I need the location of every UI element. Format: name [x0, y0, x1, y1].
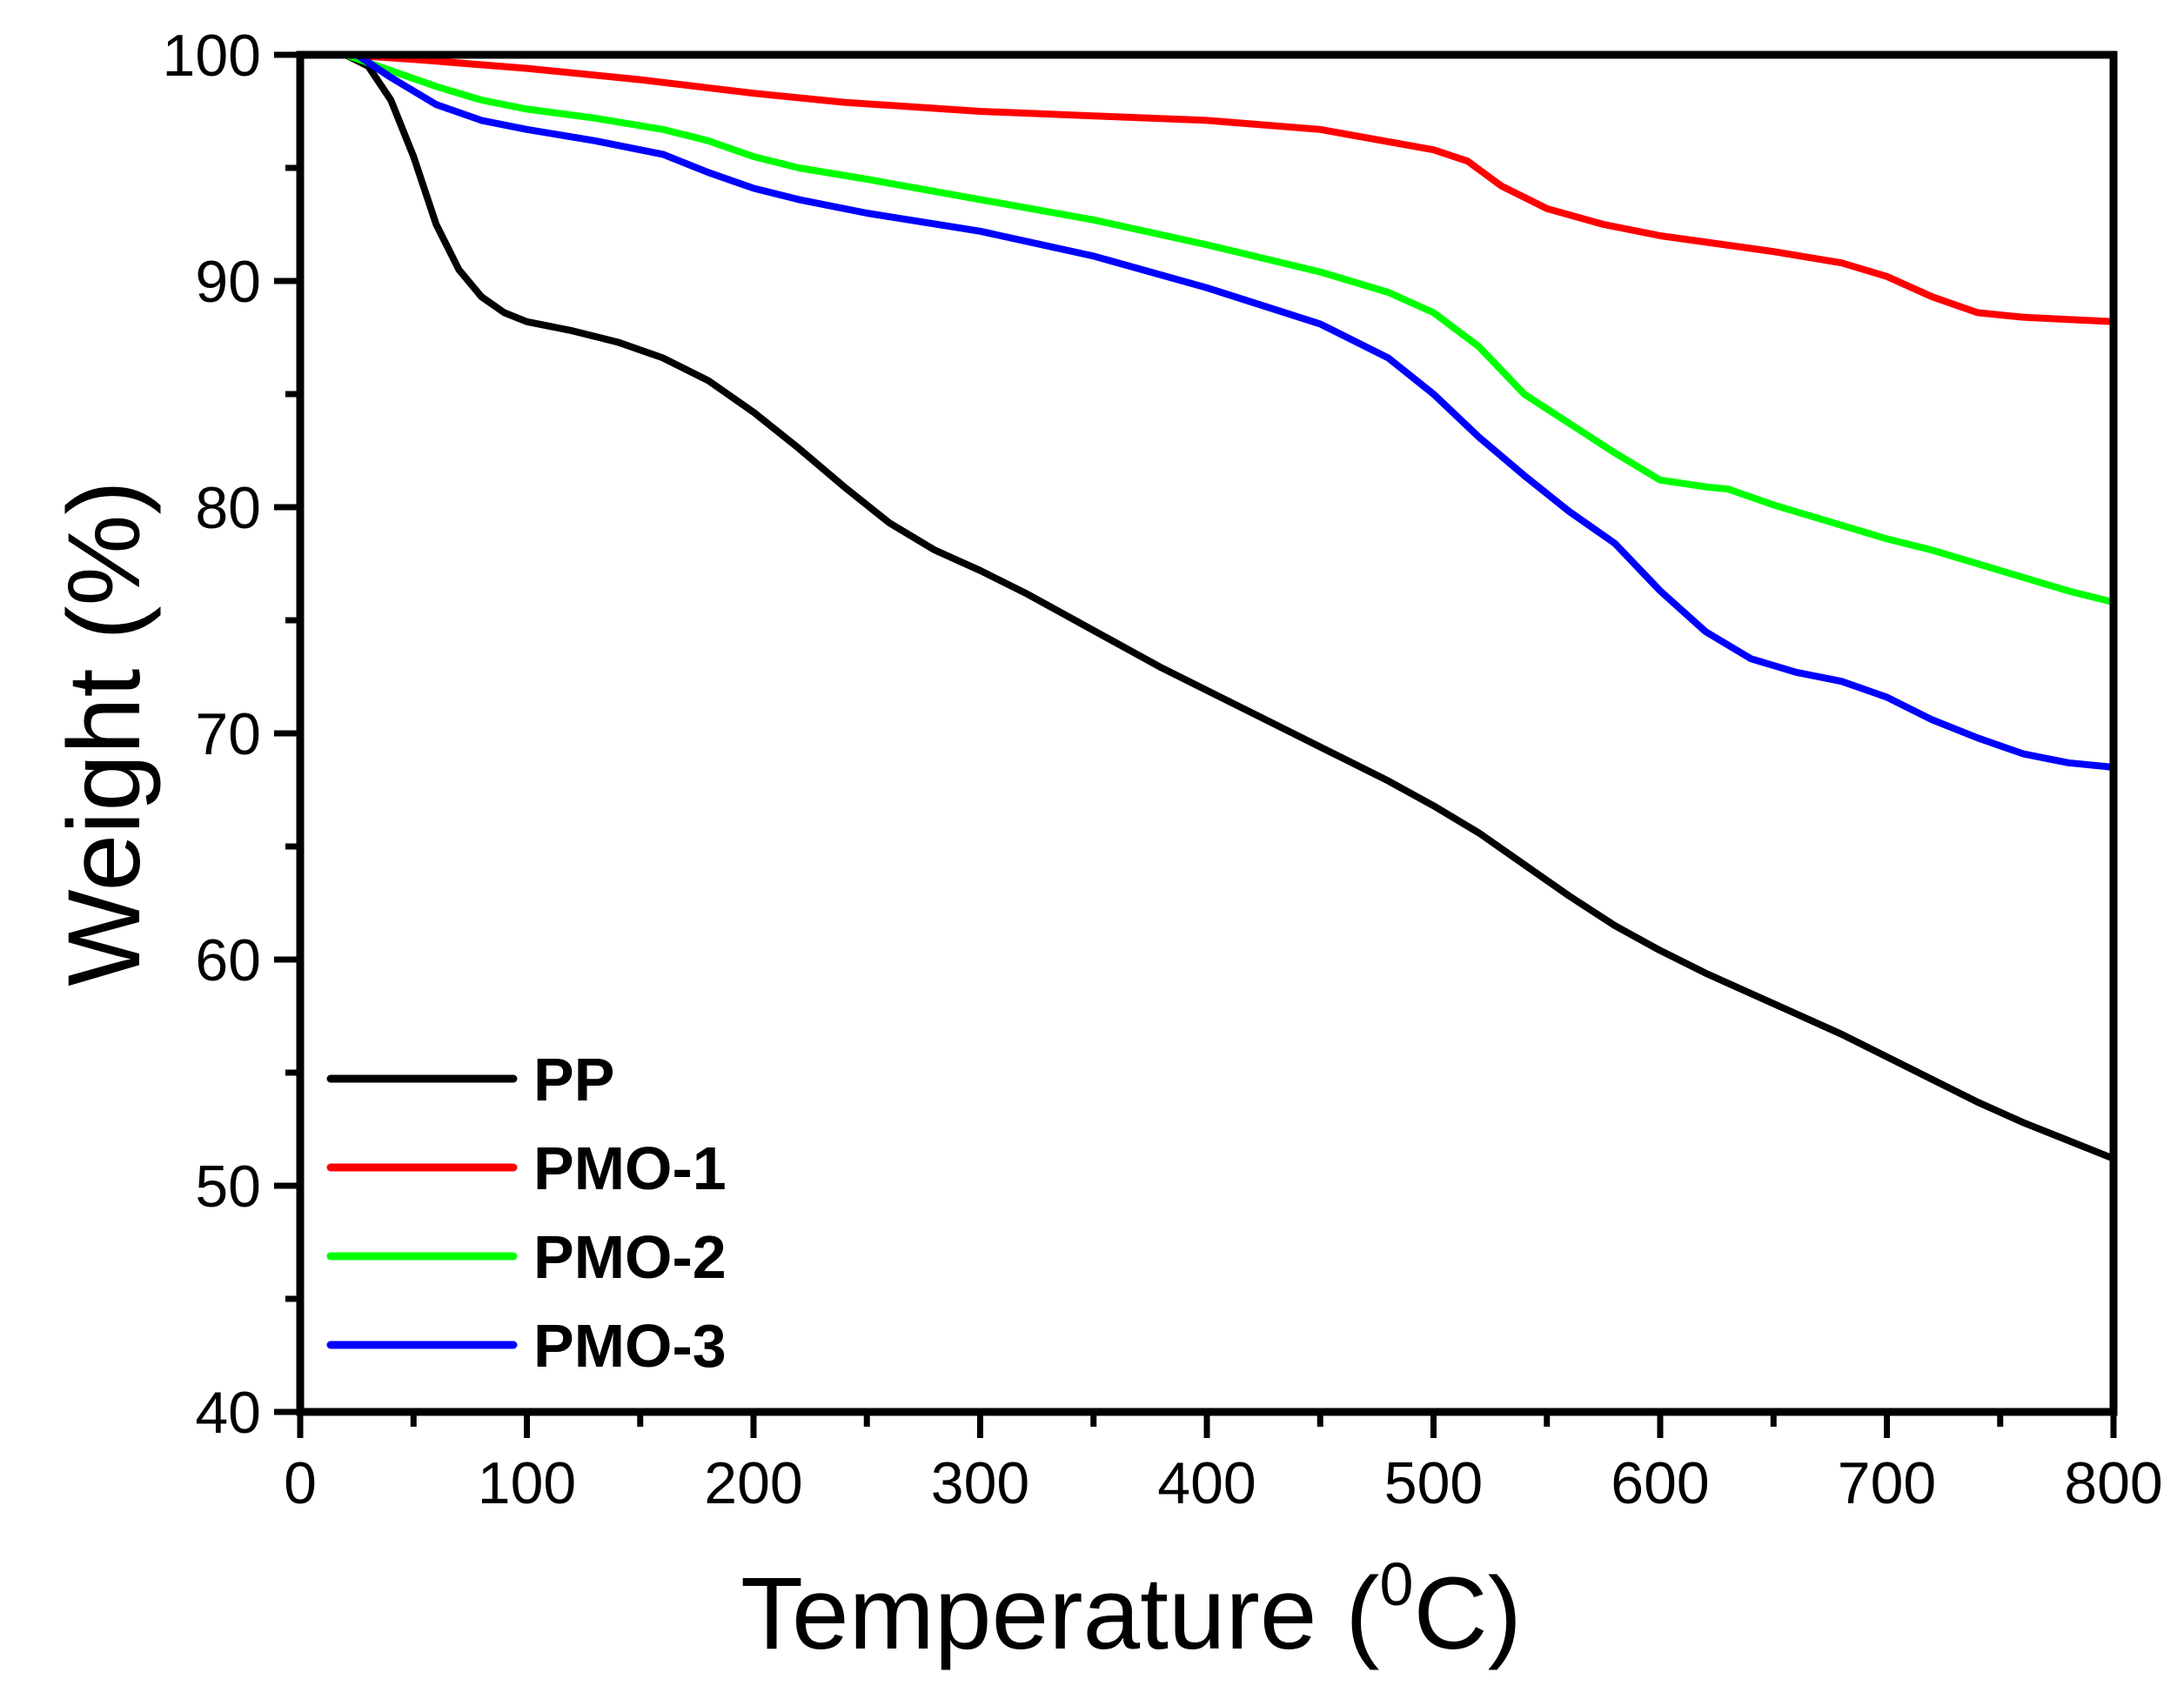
- legend-label-pmo-2: PMO-2: [533, 1223, 727, 1291]
- x-axis-title-main: Temperature (: [740, 1556, 1380, 1671]
- x-axis-title-tail: C): [1413, 1556, 1522, 1671]
- x-axis-title: Temperature (0C): [740, 1550, 1522, 1671]
- x-tick-label: 300: [931, 1450, 1029, 1516]
- series-line-pmo-1: [342, 51, 2117, 325]
- y-tick-label: 80: [195, 475, 261, 541]
- y-tick-label: 70: [195, 701, 261, 767]
- x-tick-label: 100: [478, 1450, 576, 1516]
- x-tick-label: 200: [704, 1450, 802, 1516]
- y-tick-label: 50: [195, 1154, 261, 1220]
- y-tick-label: 60: [195, 927, 261, 993]
- x-tick-label: 800: [2064, 1450, 2162, 1516]
- x-tick-label: 700: [1838, 1450, 1936, 1516]
- series-line-pmo-2: [342, 51, 2117, 606]
- x-tick-label: 400: [1157, 1450, 1256, 1516]
- x-tick-label: 500: [1384, 1450, 1483, 1516]
- x-axis-title-superscript: 0: [1380, 1550, 1414, 1618]
- x-tick-label: 0: [284, 1450, 317, 1516]
- tick-labels: 0 100 200 300 400 500 600 700 800 40 50 60 70 80 90 100: [163, 23, 2163, 1516]
- legend: PP PMO-1 PMO-2 PMO-3: [326, 1046, 727, 1380]
- y-tick-label: 90: [195, 249, 261, 315]
- plot-series: [342, 51, 2117, 1162]
- legend-label-pmo-3: PMO-3: [533, 1312, 727, 1380]
- series-line-pmo-3: [353, 51, 2117, 771]
- y-axis-title: Weight (%): [47, 480, 162, 986]
- series-line-pp: [342, 51, 2117, 1162]
- legend-label-pmo-1: PMO-1: [533, 1134, 727, 1202]
- x-tick-label: 600: [1611, 1450, 1709, 1516]
- y-tick-label: 40: [195, 1380, 261, 1446]
- legend-label-pp: PP: [533, 1046, 614, 1114]
- plot-frame: [296, 50, 2118, 1416]
- y-tick-label: 100: [163, 23, 261, 89]
